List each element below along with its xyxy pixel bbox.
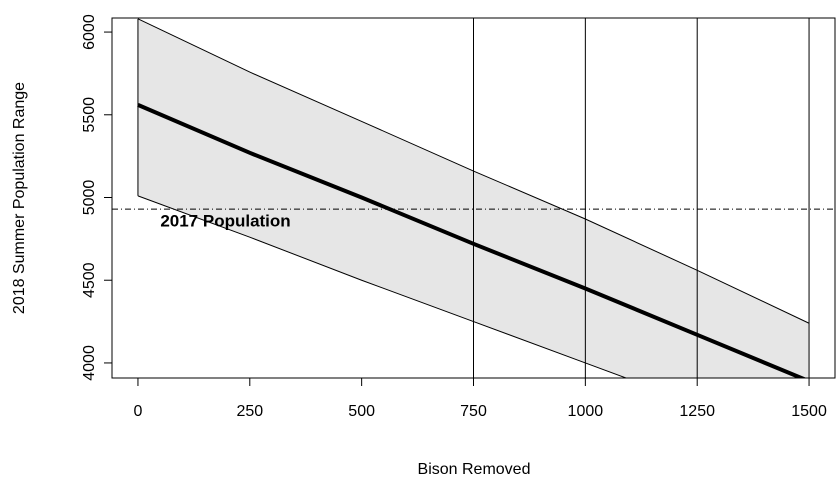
x-tick-label: 1250 xyxy=(679,403,715,420)
y-tick-label: 4000 xyxy=(81,345,98,381)
x-tick-label: 500 xyxy=(348,403,375,420)
x-axis-title: Bison Removed xyxy=(418,461,531,478)
y-tick-label: 6000 xyxy=(81,14,98,50)
x-tick-label: 0 xyxy=(133,403,142,420)
band-line xyxy=(137,18,810,324)
plot-area xyxy=(112,18,835,378)
x-tick-label: 750 xyxy=(460,403,487,420)
y-tick-label: 5500 xyxy=(81,97,98,133)
x-tick-label: 250 xyxy=(236,403,263,420)
y-tick-label: 5000 xyxy=(81,180,98,216)
y-tick-label: 4500 xyxy=(81,262,98,298)
x-tick-label: 1000 xyxy=(568,403,604,420)
annotation: 2017 Population xyxy=(160,212,290,231)
mean-line xyxy=(137,103,807,378)
band-line xyxy=(137,195,628,378)
y-axis-title: 2018 Summer Population Range xyxy=(11,82,28,314)
x-tick-label: 1500 xyxy=(791,403,827,420)
